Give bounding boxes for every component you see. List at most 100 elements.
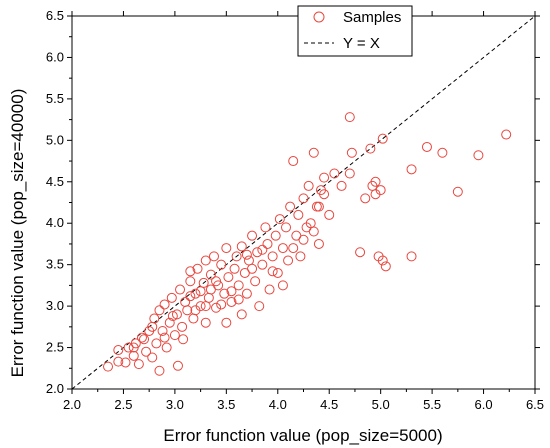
y-axis-title: Error function value (pop_size=40000) — [8, 89, 27, 378]
legend-label-reference-line: Y = X — [343, 35, 380, 52]
sample-point — [203, 292, 214, 303]
sample-point — [241, 249, 252, 260]
x-tick-label: 6.0 — [475, 397, 493, 412]
sample-point — [308, 226, 319, 237]
sample-point — [139, 334, 150, 345]
sample-point — [313, 201, 324, 212]
sample-point — [262, 238, 273, 249]
sample-point — [501, 129, 512, 140]
sample-point — [267, 251, 278, 262]
sample-point — [298, 193, 309, 204]
sample-point — [247, 230, 258, 241]
sample-point — [365, 143, 376, 154]
sample-point — [128, 342, 139, 353]
sample-point — [182, 305, 193, 316]
x-tick-label: 5.5 — [423, 397, 441, 412]
sample-point — [211, 276, 222, 287]
y-tick-label: 6.5 — [46, 8, 64, 23]
sample-point — [257, 244, 268, 255]
plot-layer — [71, 15, 536, 390]
sample-point — [233, 294, 244, 305]
sample-point — [164, 317, 175, 328]
sample-point — [147, 321, 158, 332]
x-tick-label: 4.0 — [269, 397, 287, 412]
legend: Samples Y = X — [297, 5, 413, 57]
sample-point — [241, 288, 252, 299]
sample-point — [200, 301, 211, 312]
x-tick-label: 2.5 — [114, 397, 132, 412]
legend-label-samples: Samples — [343, 9, 401, 26]
sample-point — [154, 365, 165, 376]
sample-point — [147, 352, 158, 363]
sample-point — [219, 288, 230, 299]
sample-point — [195, 286, 206, 297]
y-tick-label: 3.5 — [46, 257, 64, 272]
sample-point — [159, 299, 170, 310]
sample-point — [185, 276, 196, 287]
sample-point — [264, 284, 275, 295]
sample-point — [154, 305, 165, 316]
sample-point — [133, 359, 144, 370]
sample-point — [260, 222, 271, 233]
sample-point — [377, 133, 388, 144]
sample-point — [380, 261, 391, 272]
sample-point — [128, 350, 139, 361]
sample-point — [169, 330, 180, 341]
sample-point — [295, 251, 306, 262]
sample-point — [175, 284, 186, 295]
sample-point — [473, 150, 484, 161]
x-tick-label: 3.5 — [217, 397, 235, 412]
legend-marker-samples — [313, 11, 325, 23]
sample-point — [231, 251, 242, 262]
sample-point — [221, 317, 232, 328]
sample-point — [192, 263, 203, 274]
sample-point — [313, 238, 324, 249]
sample-point — [178, 334, 189, 345]
sample-point — [185, 266, 196, 277]
sample-point — [355, 247, 366, 258]
sample-point — [319, 172, 330, 183]
sample-point — [120, 357, 131, 368]
sample-point — [185, 291, 196, 302]
sample-point — [166, 292, 177, 303]
sample-point — [113, 345, 124, 356]
sample-point — [281, 222, 292, 233]
sample-point — [157, 325, 168, 336]
sample-point — [161, 342, 172, 353]
sample-point — [277, 243, 288, 254]
sample-point — [377, 255, 388, 266]
sample-point — [319, 189, 330, 200]
sample-point — [274, 214, 285, 225]
sample-point — [308, 147, 319, 158]
sample-point — [243, 255, 254, 266]
sample-point — [375, 185, 386, 196]
sample-point — [141, 346, 152, 357]
x-tick-label: 5.0 — [372, 397, 390, 412]
sample-point — [288, 243, 299, 254]
sample-point — [190, 288, 201, 299]
sample-point — [277, 280, 288, 291]
sample-point — [293, 209, 304, 220]
sample-point — [200, 255, 211, 266]
sample-point — [226, 296, 237, 307]
sample-point — [346, 147, 357, 158]
x-tick-label: 6.5 — [526, 397, 544, 412]
sample-point — [171, 309, 182, 320]
sample-point — [200, 317, 211, 328]
sample-point — [437, 147, 448, 158]
sample-point — [406, 251, 417, 262]
y-tick-label: 4.0 — [46, 215, 64, 230]
sample-point — [344, 168, 355, 179]
sample-point — [113, 356, 124, 367]
sample-point — [324, 209, 335, 220]
sample-point — [421, 141, 432, 152]
sample-point — [252, 247, 263, 258]
sample-point — [257, 259, 268, 270]
sample-point — [254, 301, 265, 312]
sample-point — [216, 299, 227, 310]
sample-point — [360, 193, 371, 204]
sample-point — [303, 180, 314, 191]
y-tick-label: 3.0 — [46, 298, 64, 313]
sample-point — [370, 176, 381, 187]
